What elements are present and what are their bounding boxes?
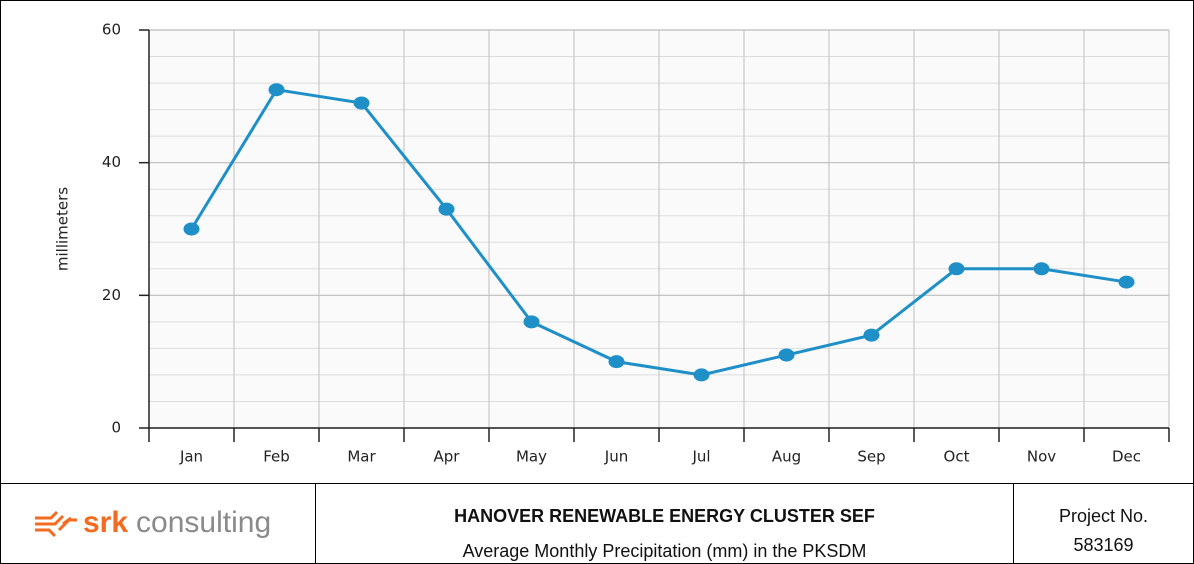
point xyxy=(1033,262,1050,276)
point xyxy=(353,96,370,110)
point xyxy=(778,348,795,362)
y-tick-label: 40 xyxy=(102,153,121,171)
x-tick-label: Mar xyxy=(347,448,376,466)
x-tick-label: Oct xyxy=(944,448,970,466)
point xyxy=(863,328,880,342)
x-tick-label: Nov xyxy=(1027,448,1056,466)
footer-subtitle: Average Monthly Precipitation (mm) in th… xyxy=(462,541,867,561)
point xyxy=(183,222,200,236)
logo-cell: srk consulting xyxy=(1,483,316,563)
project-label: Project No. xyxy=(1058,506,1149,526)
x-tick-label: Dec xyxy=(1112,448,1141,466)
title-cell: HANOVER RENEWABLE ENERGY CLUSTER SEF Ave… xyxy=(316,483,1014,563)
x-tick-label: Jan xyxy=(179,448,203,466)
x-tick-label: Sep xyxy=(857,448,885,466)
logo-icon xyxy=(35,510,77,538)
x-tick-label: Aug xyxy=(772,448,801,466)
line xyxy=(190,88,1127,377)
point xyxy=(268,83,285,97)
point xyxy=(523,315,540,329)
project-number: 583169 xyxy=(1073,535,1134,555)
point xyxy=(948,262,965,276)
y-axis-label: millimeters xyxy=(54,187,72,271)
x-tick-label: Jul xyxy=(691,448,710,466)
project-cell: Project No. 583169 xyxy=(1014,483,1193,563)
x-tick-label: Feb xyxy=(263,448,290,466)
logo-word: consulting xyxy=(136,506,272,539)
x-tick-label: Jun xyxy=(604,448,628,466)
point xyxy=(1118,275,1135,289)
x-tick-label: Apr xyxy=(434,448,461,466)
footer-title: HANOVER RENEWABLE ENERGY CLUSTER SEF xyxy=(454,506,875,526)
x-tick-label: May xyxy=(516,448,547,466)
y-tick-label: 20 xyxy=(102,286,121,304)
chart: millimeters 0 20 40 60 Jan Feb Mar Apr May Jun Jul… xyxy=(54,21,1170,466)
y-tick-label: 0 xyxy=(111,419,121,437)
logo-brand: srk xyxy=(83,506,129,539)
y-tick-label: 60 xyxy=(102,21,121,39)
point xyxy=(608,355,625,369)
point xyxy=(693,368,710,382)
logo: srk consulting xyxy=(33,506,271,540)
point xyxy=(438,202,455,216)
